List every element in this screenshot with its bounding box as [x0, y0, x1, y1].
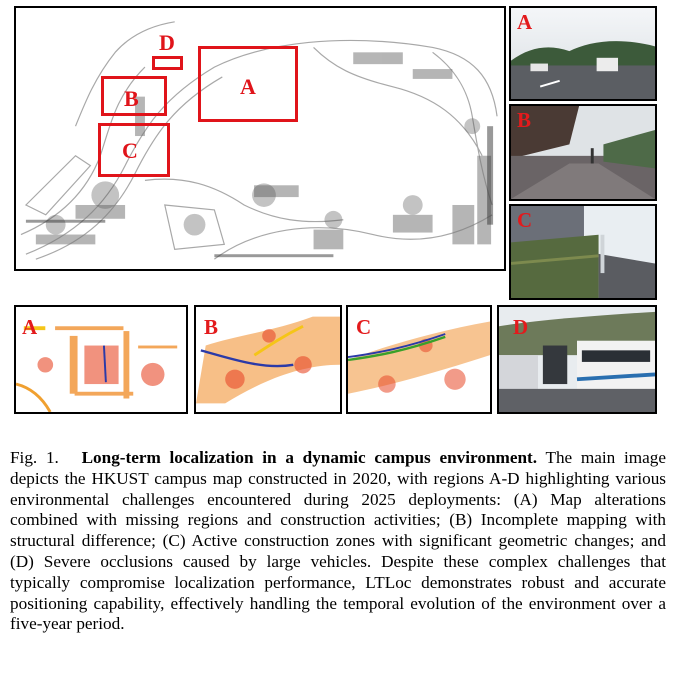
pointcloud-panel-b: B — [194, 305, 342, 414]
camera-photo-a — [511, 8, 655, 99]
region-box-c — [98, 123, 170, 177]
pointcloud-panel-c: C — [346, 305, 492, 414]
figure-caption-body: The main image depicts the HKUST campus … — [10, 448, 666, 634]
camera-photo-c — [511, 206, 655, 298]
pointcloud-a — [16, 307, 186, 412]
region-label-c: C — [122, 138, 138, 163]
region-box-d — [152, 56, 183, 70]
region-box-a — [198, 46, 298, 122]
region-label-d: D — [159, 30, 175, 55]
camera-panel-c-label: C — [517, 208, 533, 232]
pointcloud-panel-c-label: C — [356, 315, 372, 339]
region-box-b — [101, 76, 167, 116]
pointcloud-c — [348, 307, 490, 412]
camera-photo-b — [511, 106, 655, 199]
pointcloud-panel-a: A — [14, 305, 188, 414]
camera-panel-d-label: D — [513, 315, 529, 339]
campus-point-cloud-map — [16, 8, 504, 269]
pointcloud-b — [196, 307, 340, 412]
camera-photo-d — [499, 307, 655, 412]
camera-panel-a: A — [509, 6, 657, 101]
pointcloud-panel-b-label: B — [204, 315, 219, 339]
camera-panel-d: D — [497, 305, 657, 414]
figure-caption: Fig. 1. Long-term localization in a dyna… — [10, 448, 666, 635]
camera-panel-b-label: B — [517, 108, 532, 132]
region-label-a: A — [240, 74, 256, 99]
camera-panel-b: B — [509, 104, 657, 201]
figure-number: Fig. 1. — [10, 448, 59, 467]
pointcloud-panel-a-label: A — [22, 315, 38, 339]
region-label-b: B — [124, 86, 139, 111]
camera-panel-c: C — [509, 204, 657, 300]
main-map-panel: A B C D — [14, 6, 506, 271]
figure-title: Long-term localization in a dynamic camp… — [81, 448, 538, 467]
camera-panel-a-label: A — [517, 10, 533, 34]
